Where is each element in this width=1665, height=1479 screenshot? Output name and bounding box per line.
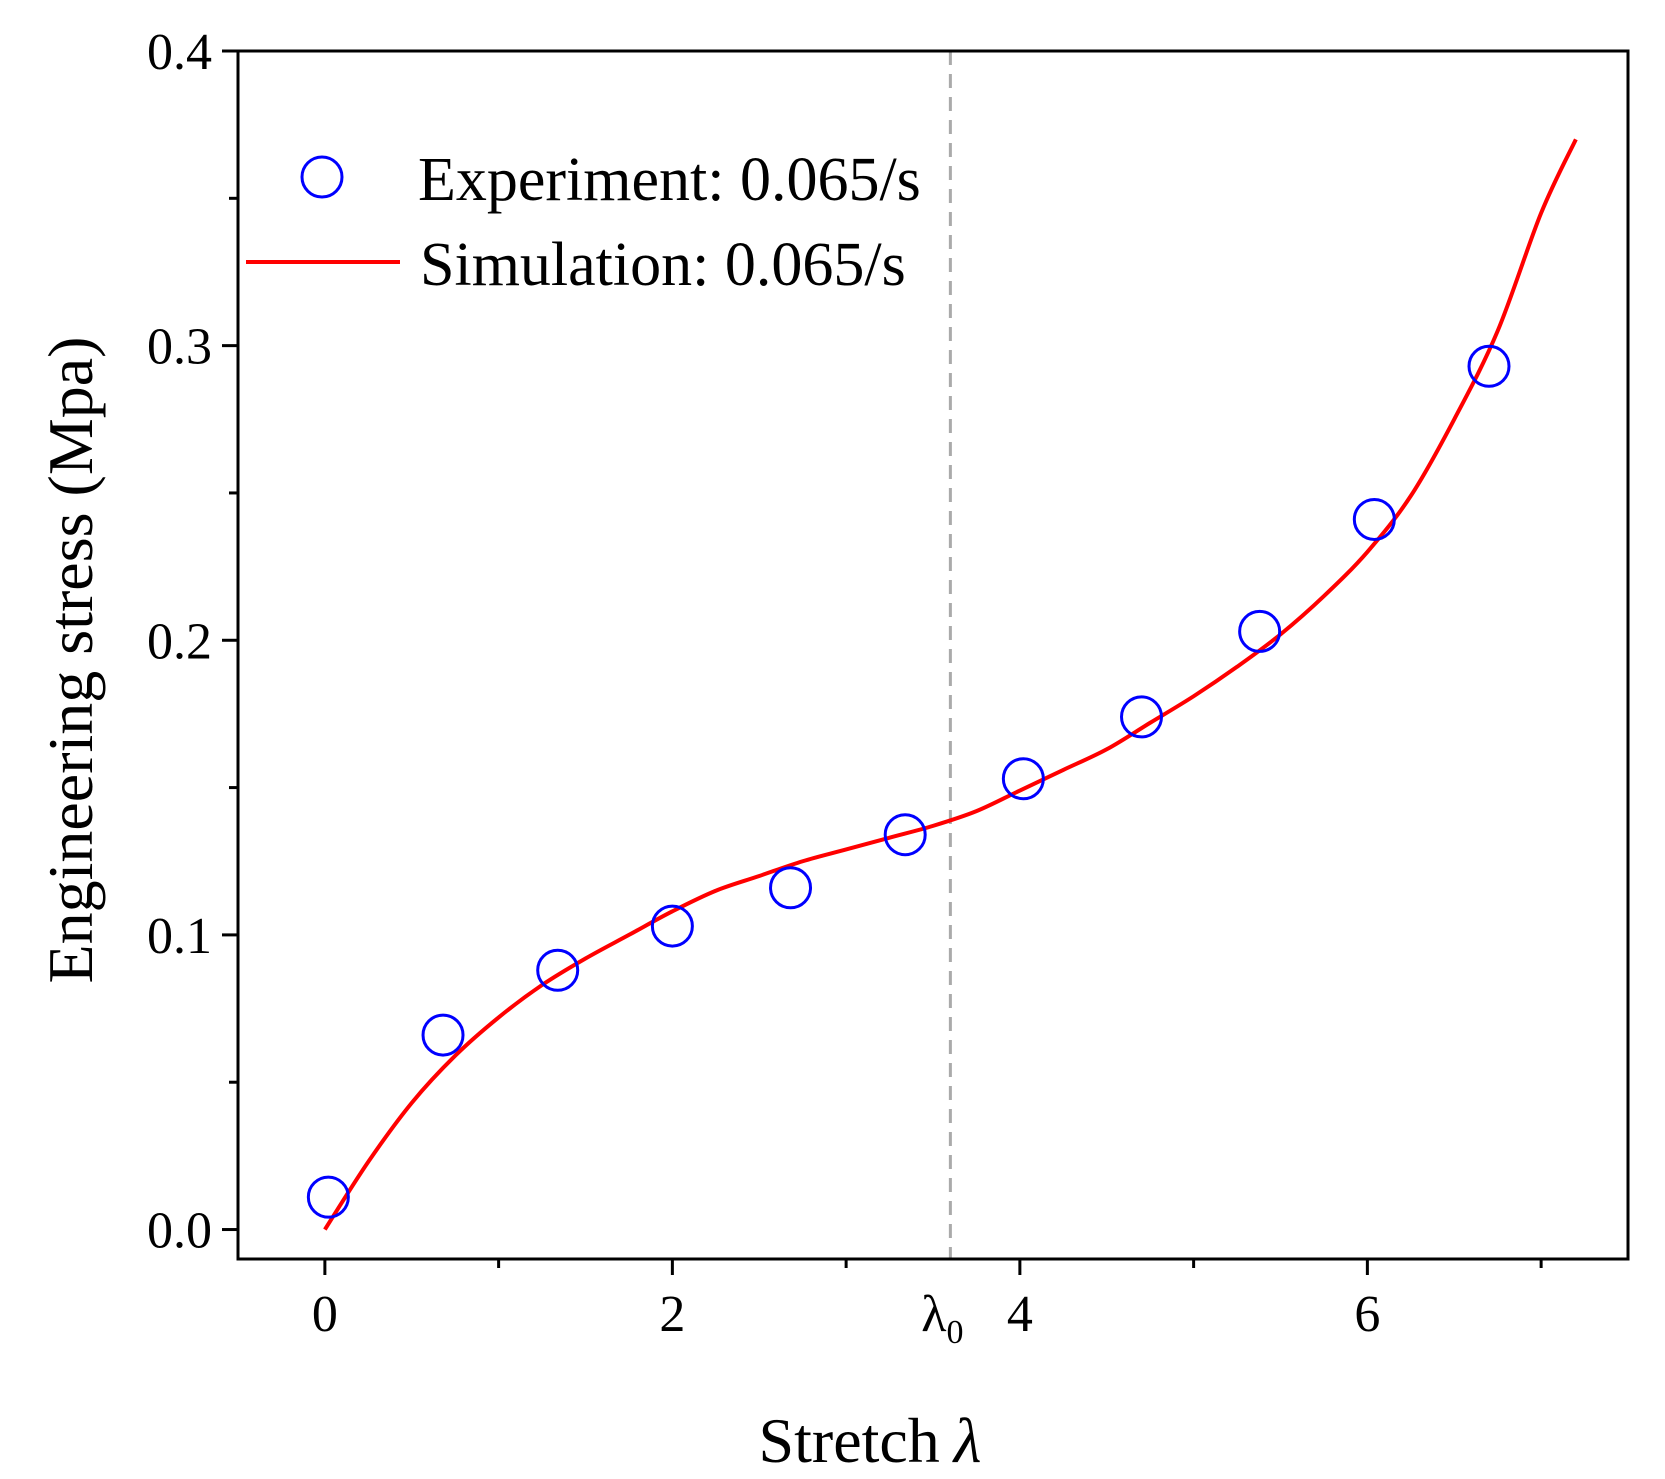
x-tick-label: 6	[1354, 1286, 1380, 1343]
legend-experiment-marker	[300, 155, 344, 199]
experiment-point	[1238, 609, 1282, 653]
lambda0-subscript: 0	[946, 1314, 963, 1351]
y-tick-label: 0.4	[147, 24, 212, 81]
x-axis-title-symbol: λ	[952, 1405, 982, 1476]
x-tick-label: 4	[1007, 1286, 1033, 1343]
experiment-point	[421, 1013, 465, 1057]
x-axis-title: Stretch λ	[759, 1405, 982, 1476]
y-tick-label: 0.3	[147, 319, 212, 376]
data-layer	[306, 138, 1578, 1231]
y-axis-title: Engineering stress (Mpa)	[35, 337, 106, 984]
experiment-point	[1001, 757, 1045, 801]
plot-frame	[236, 49, 1630, 1261]
experiment-point	[536, 948, 580, 992]
experiment-point	[883, 813, 927, 857]
axis-layer: 0.00.10.20.30.40 2 4 6λ0	[147, 24, 1543, 1351]
y-tick-label: 0.0	[147, 1203, 212, 1260]
y-tick-label: 0.2	[147, 613, 212, 670]
y-tick-label: 0.1	[147, 908, 212, 965]
legend-simulation-label: Simulation: 0.065/s	[420, 231, 906, 299]
experiment-point	[1120, 695, 1163, 739]
legend-experiment-label: Experiment: 0.065/s	[418, 146, 921, 214]
experiment-point	[306, 1175, 350, 1219]
x-tick-label: 0	[312, 1286, 338, 1343]
experiment-point	[1467, 344, 1511, 388]
legend: Experiment: 0.065/s Simulation: 0.065/s	[246, 146, 921, 299]
x-tick-label: 2	[659, 1286, 685, 1343]
experiment-point	[769, 866, 813, 910]
x-axis-title-text: Stretch	[759, 1405, 940, 1476]
experiment-point	[1352, 497, 1396, 541]
experiment-point	[650, 904, 694, 948]
simulation-line	[323, 138, 1578, 1231]
